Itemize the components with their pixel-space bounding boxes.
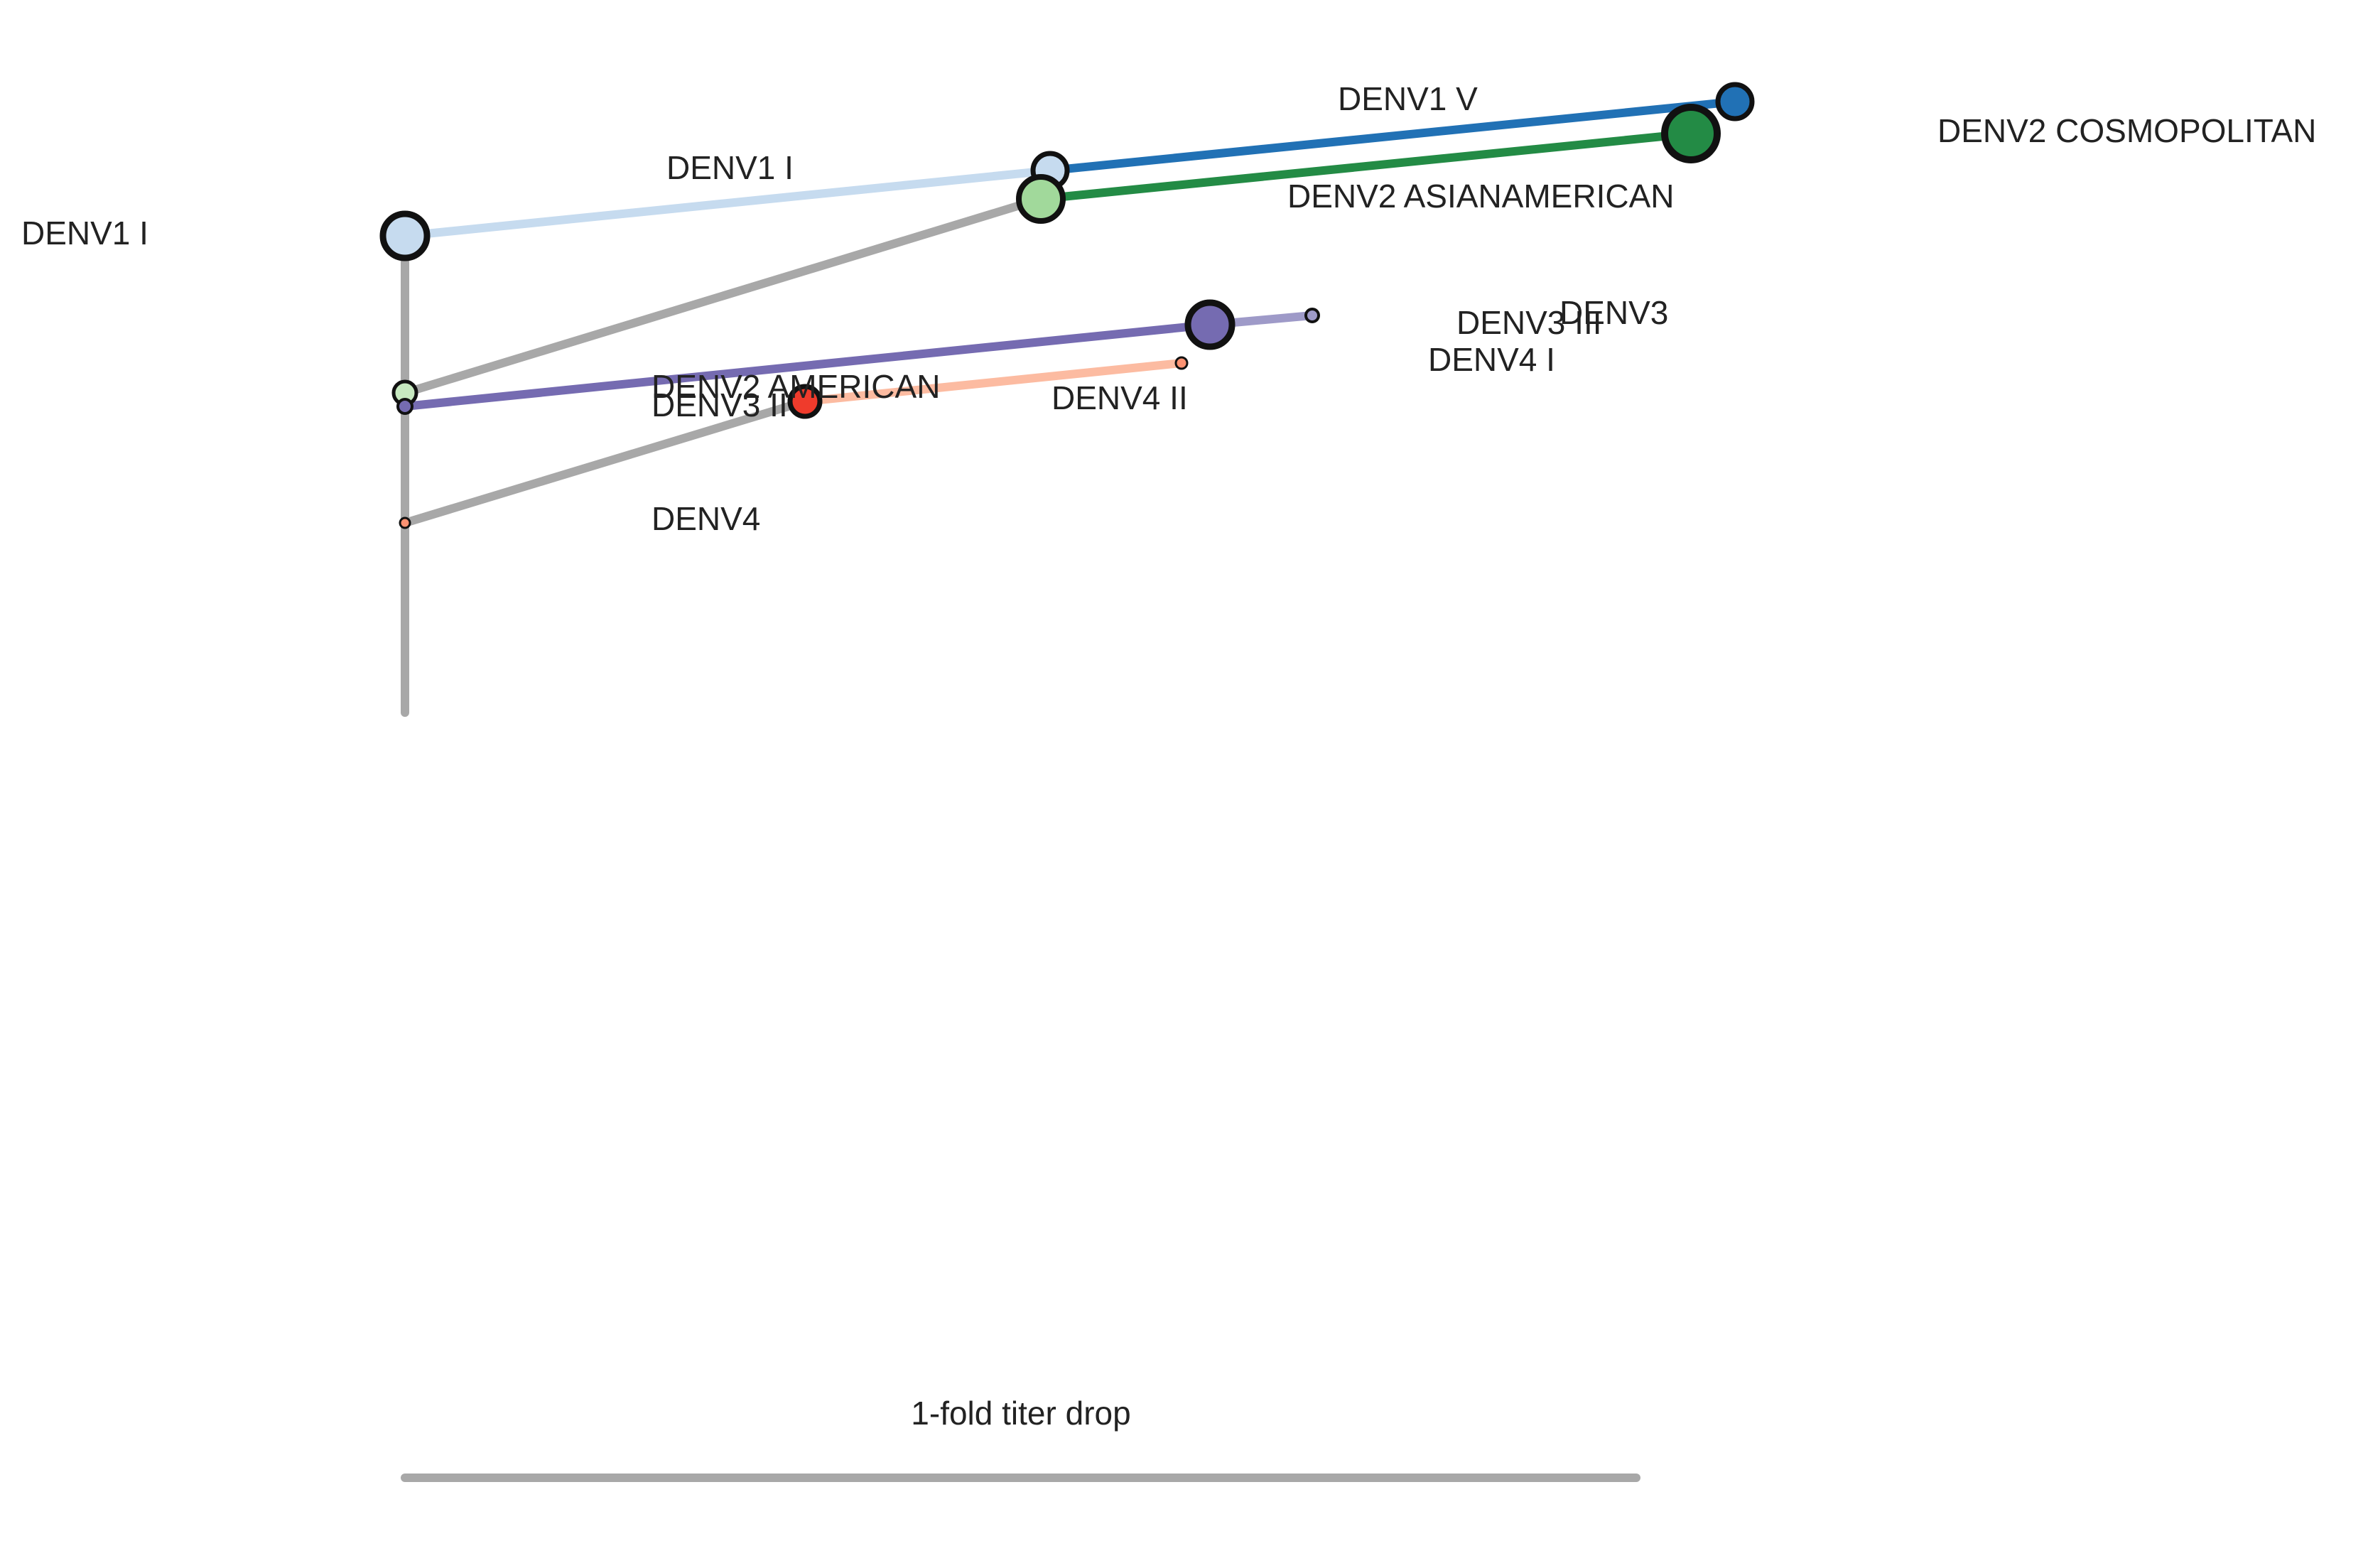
label-denv2-american: DENV2 AMERICAN — [652, 368, 940, 405]
nodes — [379, 82, 1755, 529]
denv1-i-root-node — [379, 210, 431, 261]
label-denv1-v: DENV1 V — [1338, 80, 1478, 117]
denv4-ii-branch — [801, 359, 1186, 406]
denv3-ii-node — [396, 398, 413, 415]
label-denv2-cosmopolitan: DENV2 COSMOPOLITAN — [1937, 112, 2316, 149]
denv4-node — [399, 517, 411, 529]
denv2-asianamerican-node — [1016, 174, 1066, 224]
branches — [401, 97, 1739, 1482]
denv3-node — [1184, 299, 1236, 350]
denv2-branch — [401, 195, 1045, 397]
label-denv4-ii: DENV4 II — [1051, 379, 1188, 416]
scale-bar-label: 1-fold titer drop — [911, 1395, 1130, 1432]
denv1-i-branch — [401, 166, 1054, 240]
denv4-branch — [401, 397, 809, 527]
label-denv1-i: DENV1 I — [666, 149, 794, 186]
label-denv4: DENV4 — [652, 500, 760, 537]
label-denv4-i: DENV4 I — [1428, 341, 1555, 378]
label-denv3-ii: DENV3 II — [652, 386, 788, 423]
denv2-cosmopolitan-node — [1661, 104, 1721, 163]
denv4-ii-node — [787, 384, 823, 419]
denv1-v-node — [1715, 82, 1755, 121]
denv2-cosmopolitan-branch — [1037, 129, 1695, 203]
label-denv1-i-root: DENV1 I — [21, 215, 148, 252]
label-denv3: DENV3 — [1559, 294, 1668, 331]
labels: DENV1 I DENV1 I DENV1 V DENV2 COSMOPOLIT… — [21, 80, 2316, 1432]
denv1-v-branch — [1046, 97, 1739, 175]
denv4-i-node — [1174, 356, 1189, 370]
label-denv3-iii: DENV3 III — [1456, 304, 1602, 341]
label-denv2-asianamerican: DENV2 ASIANAMERICAN — [1287, 178, 1674, 215]
denv3-branch — [401, 320, 1214, 411]
denv3-iii-node — [1304, 308, 1320, 323]
